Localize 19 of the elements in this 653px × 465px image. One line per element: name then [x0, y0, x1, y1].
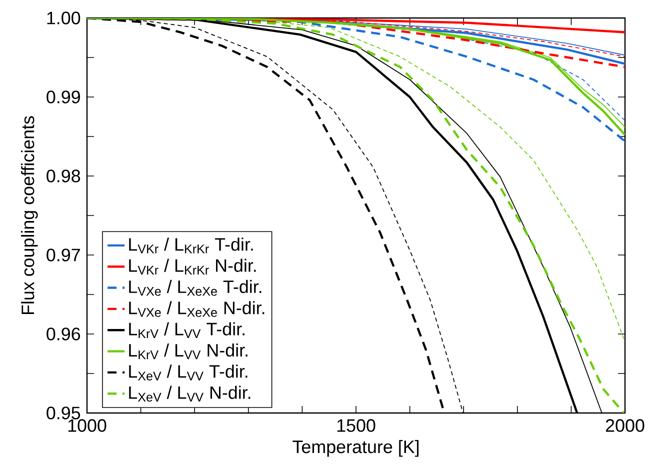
y-tick-label: 1.00 [47, 12, 80, 24]
legend-label: L$_{XeV}$ / L$_{VV}$ T-dir. [129, 364, 248, 380]
y-tick-label: 0.95 [46, 406, 80, 420]
y-tick-label: 0.98 [46, 170, 80, 182]
legend-label: L$_{KrV}$ / L$_{VV}$ N-dir. [129, 343, 248, 360]
x-tick-label: 2000 [606, 419, 644, 432]
legend-label: L$_{VKr}$ / L$_{KrKr}$ T-dir. [129, 238, 253, 254]
legend-label: L$_{VXe}$ / L$_{XeXe}$ N-dir. [129, 301, 264, 317]
y-axis-title: Flux coupling coefficients [21, 116, 38, 314]
legend-label: L$_{XeV}$ / L$_{VV}$ N-dir. [129, 386, 250, 402]
y-tick-label: 0.96 [46, 328, 80, 340]
legend-label: L$_{VKr}$ / L$_{KrKr}$ N-dir. [129, 258, 256, 274]
x-tick-label: 1500 [337, 419, 376, 432]
legend-label: L$_{VXe}$ / L$_{XeXe}$ T-dir. [129, 280, 262, 296]
y-tick-label: 0.99 [46, 90, 80, 104]
legend-label: L$_{KrV}$ / L$_{VV}$ T-dir. [129, 322, 244, 338]
y-tick-label: 0.97 [46, 248, 80, 262]
x-tick-label: 1000 [68, 419, 106, 432]
x-axis-title: Temperature [K] [292, 440, 419, 457]
